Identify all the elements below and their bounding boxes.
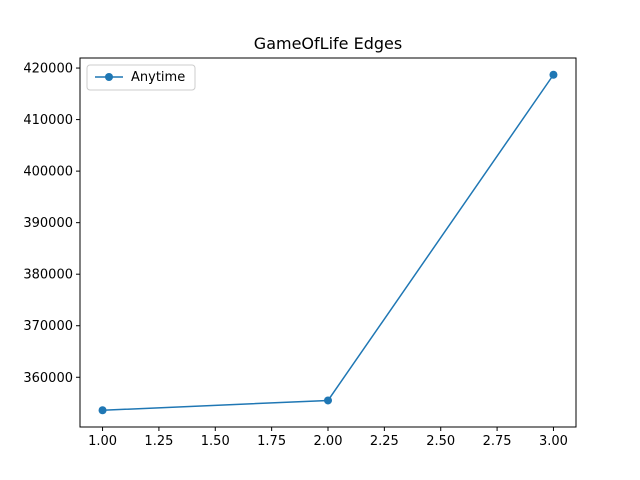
y-tick-label: 390000 (23, 216, 73, 231)
y-tick-label: 360000 (23, 371, 73, 386)
x-tick-label: 2.75 (483, 434, 512, 449)
legend-box (86, 64, 196, 91)
x-tick-label: 2.50 (426, 434, 455, 449)
plot-area (79, 57, 577, 428)
legend-marker-anytime (105, 73, 113, 81)
y-tick-label: 400000 (23, 165, 73, 180)
y-tick-label: 380000 (23, 268, 73, 283)
x-tick-label: 1.00 (88, 434, 117, 449)
data-point (324, 396, 332, 405)
x-tick-label: 3.00 (539, 434, 568, 449)
series-layer (98, 70, 558, 415)
y-tick-label: 420000 (23, 62, 73, 77)
chart-title: GameOfLife Edges (254, 34, 402, 53)
x-tick-label: 1.75 (257, 434, 286, 449)
y-tick-label: 410000 (23, 113, 73, 128)
legend-label-anytime: Anytime (131, 70, 185, 85)
legend: Anytime (86, 64, 196, 91)
x-axis: 1.00 1.25 1.50 1.75 2.00 2.25 2.50 2.75 3.00 (88, 427, 568, 449)
data-point (98, 406, 107, 415)
x-tick-label: 2.25 (370, 434, 399, 449)
x-tick-label: 1.50 (201, 434, 230, 449)
data-point (549, 70, 558, 79)
x-tick-label: 1.25 (144, 434, 173, 449)
x-tick-label: 2.00 (314, 434, 343, 449)
y-axis: 360000 370000 380000 390000 400000 410000 4200… (23, 62, 80, 386)
y-tick-label: 370000 (23, 319, 73, 334)
